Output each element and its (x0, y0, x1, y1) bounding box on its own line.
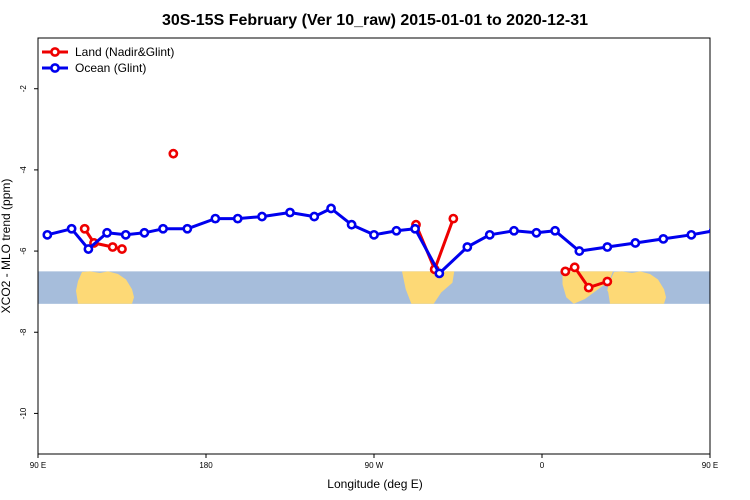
data-point (391, 225, 402, 236)
data-point (309, 211, 320, 222)
data-point (42, 229, 53, 240)
x-tick-label: 90 W (365, 461, 384, 470)
legend-label: Ocean (Glint) (75, 61, 146, 75)
data-point (66, 223, 77, 234)
data-point (448, 213, 459, 224)
land-south-america (402, 271, 455, 304)
data-point (569, 262, 580, 273)
data-point (550, 225, 560, 236)
data-point (725, 243, 732, 250)
series-ocean (42, 203, 732, 279)
data-point (107, 242, 118, 252)
x-tick-label: 90 E (30, 461, 46, 470)
y-axis: -2 -4 -6 -8 -10 (19, 85, 38, 419)
data-point (232, 213, 243, 224)
series-line (564, 265, 608, 290)
y-tick-label: -8 (19, 328, 28, 336)
data-point (257, 211, 267, 222)
data-point (583, 282, 594, 293)
legend-marker (50, 63, 60, 73)
data-point (630, 238, 641, 248)
land-australia-east (608, 271, 666, 304)
data-point (602, 242, 613, 252)
data-point (434, 268, 445, 279)
data-point (602, 276, 613, 287)
x-tick-label: 180 (199, 461, 213, 470)
series-layer (42, 148, 732, 293)
y-tick-label: -4 (19, 166, 28, 174)
data-point (139, 227, 150, 238)
y-tick-label: -2 (19, 85, 28, 93)
data-point (560, 266, 571, 277)
data-point (346, 219, 357, 230)
chart-title: 30S-15S February (Ver 10_raw) 2015-01-01… (162, 12, 588, 29)
data-point (484, 229, 495, 240)
x-tick-label: 0 (540, 461, 545, 470)
data-point (158, 223, 168, 234)
data-point (285, 207, 295, 218)
y-axis-label: XCO2 - MLO trend (ppm) (0, 179, 13, 314)
data-point (574, 246, 585, 256)
data-point (117, 244, 127, 254)
land-australia-west (76, 271, 134, 304)
data-point (79, 223, 90, 234)
legend-marker (50, 47, 60, 57)
data-point (182, 223, 193, 234)
data-point (210, 213, 221, 224)
series-line (46, 207, 710, 275)
data-point (509, 225, 519, 236)
legend: Land (Nadir&Glint) Ocean (Glint) (42, 45, 174, 75)
legend-label: Land (Nadir&Glint) (75, 45, 174, 59)
data-point (83, 244, 94, 254)
data-point (531, 227, 542, 238)
data-point (326, 203, 336, 214)
series-land (79, 148, 613, 293)
y-tick-label: -6 (19, 247, 28, 255)
x-axis-label: Longitude (deg E) (327, 477, 422, 491)
data-point (686, 229, 697, 240)
x-tick-label: 90 E (702, 461, 718, 470)
x-axis: 90 E 180 90 W 0 90 E (30, 454, 718, 470)
background-map (38, 271, 710, 304)
data-point (102, 227, 112, 238)
data-point (708, 227, 710, 234)
data-point (410, 223, 420, 234)
y-tick-label: -10 (19, 407, 28, 419)
data-point (168, 148, 179, 159)
data-point (462, 242, 473, 252)
data-point (120, 229, 131, 240)
data-point (658, 233, 669, 244)
data-point (369, 229, 379, 240)
